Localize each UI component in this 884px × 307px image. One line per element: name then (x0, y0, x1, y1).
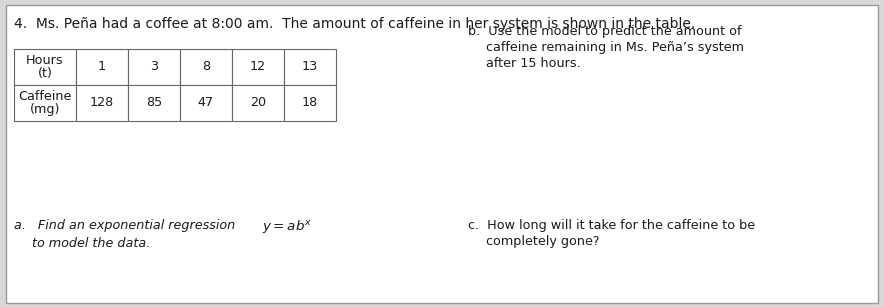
Text: b.  Use the model to predict the amount of: b. Use the model to predict the amount o… (468, 25, 742, 38)
Text: 47: 47 (198, 96, 214, 110)
Bar (180, 85, 232, 121)
Bar (284, 49, 336, 85)
Bar (14, 85, 76, 121)
Text: 12: 12 (250, 60, 266, 73)
Text: 18: 18 (301, 96, 318, 110)
Bar (180, 49, 232, 85)
Bar (128, 85, 180, 121)
Text: c.  How long will it take for the caffeine to be: c. How long will it take for the caffein… (468, 219, 755, 232)
Text: 1: 1 (98, 60, 106, 73)
Text: 4.  Ms. Peña had a coffee at 8:00 am.  The amount of caffeine in her system is s: 4. Ms. Peña had a coffee at 8:00 am. The… (14, 17, 695, 31)
Bar (76, 85, 128, 121)
Text: 3: 3 (150, 60, 158, 73)
Text: $y = ab^x$: $y = ab^x$ (262, 218, 312, 235)
Text: Hours
(t): Hours (t) (27, 53, 64, 80)
Text: Caffeine
(mg): Caffeine (mg) (19, 90, 72, 116)
Text: after 15 hours.: after 15 hours. (486, 57, 581, 70)
Text: caffeine remaining in Ms. Peña’s system: caffeine remaining in Ms. Peña’s system (486, 41, 744, 54)
Bar (232, 85, 284, 121)
Bar (14, 49, 76, 85)
Text: 8: 8 (202, 60, 210, 73)
Text: to model the data.: to model the data. (32, 237, 150, 250)
Bar (128, 49, 180, 85)
Text: a.   Find an exponential regression: a. Find an exponential regression (14, 219, 240, 232)
Text: completely gone?: completely gone? (486, 235, 599, 248)
Text: 20: 20 (250, 96, 266, 110)
Text: 13: 13 (301, 60, 318, 73)
Bar (76, 49, 128, 85)
Bar (232, 49, 284, 85)
Bar (284, 85, 336, 121)
Text: 85: 85 (146, 96, 162, 110)
Text: 128: 128 (90, 96, 114, 110)
